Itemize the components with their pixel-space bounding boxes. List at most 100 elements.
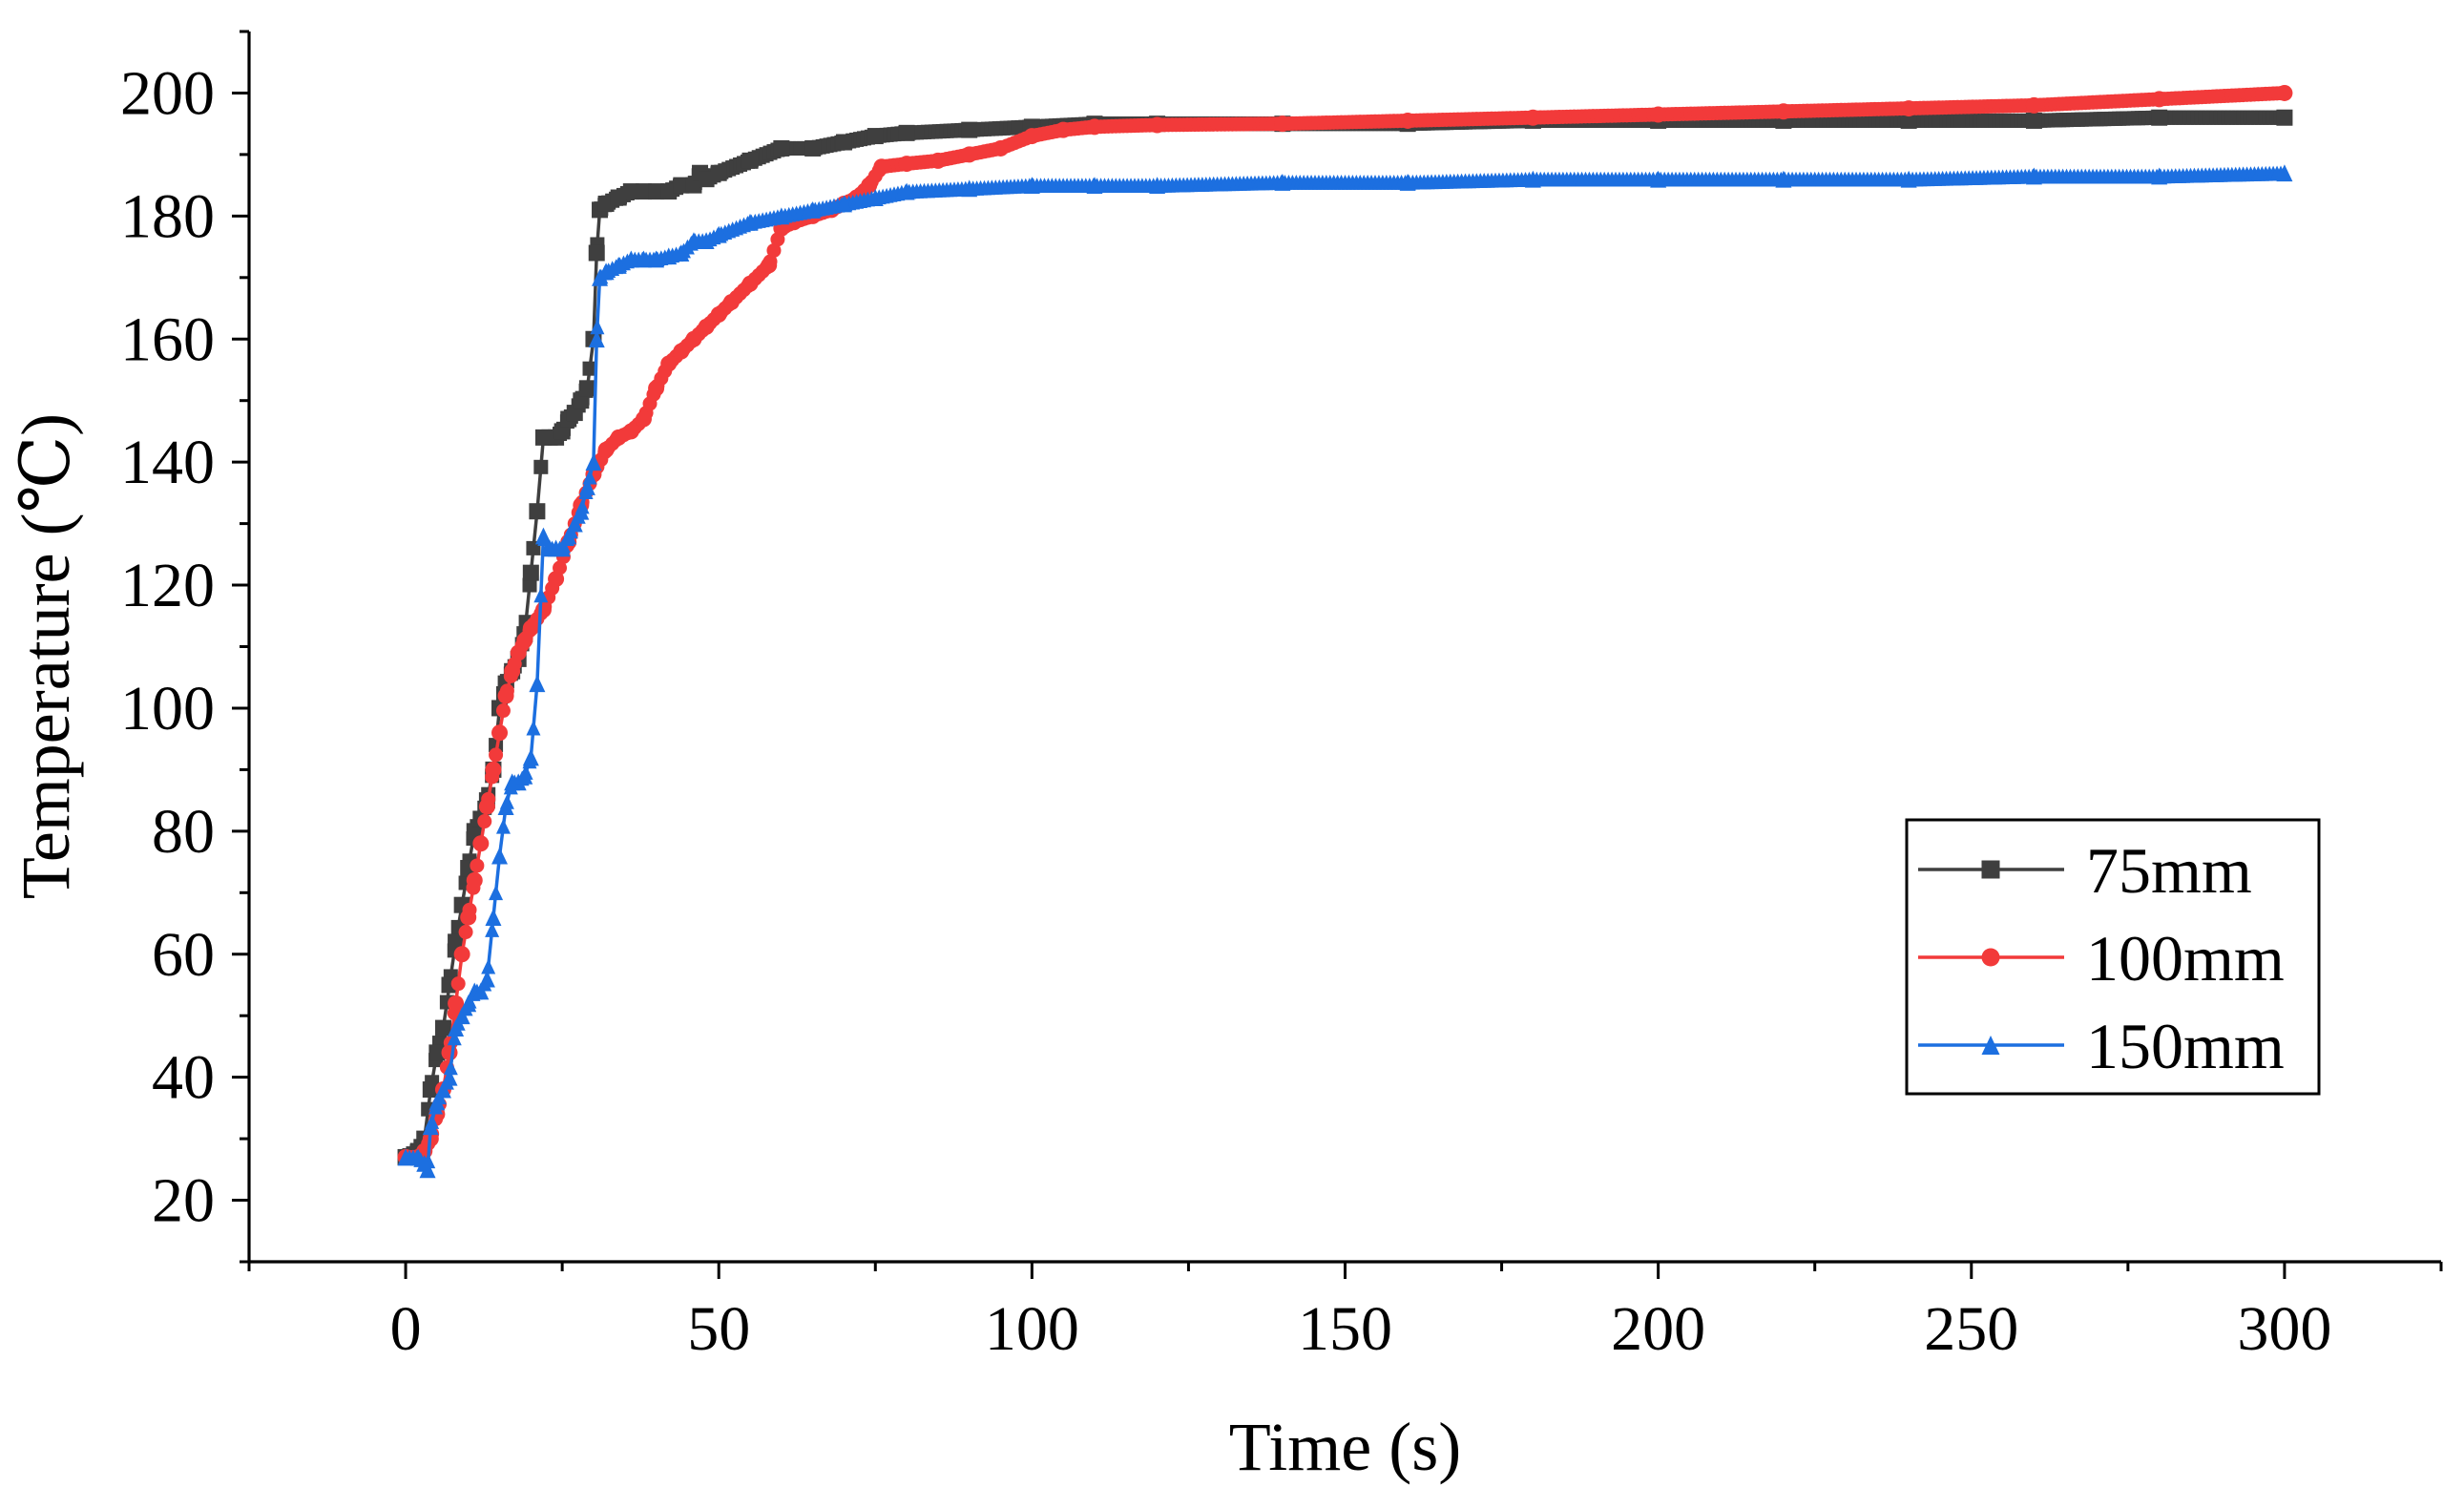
data-point <box>898 124 915 141</box>
data-point <box>1149 177 1166 195</box>
data-point <box>448 933 465 951</box>
data-point <box>534 601 552 618</box>
data-point <box>2276 84 2293 101</box>
legend-label: 150mm <box>2086 1010 2285 1082</box>
data-point <box>566 514 583 533</box>
data-point <box>1399 173 1416 191</box>
legend-label: 100mm <box>2086 922 2285 995</box>
y-tick-label: 120 <box>120 551 215 620</box>
data-point <box>698 171 715 188</box>
data-point <box>522 748 539 766</box>
legend-marker <box>1981 1036 2000 1055</box>
data-point <box>448 1019 465 1037</box>
data-point <box>590 319 605 335</box>
data-point <box>422 1081 439 1099</box>
data-point <box>722 294 740 311</box>
data-point <box>450 976 466 992</box>
data-point <box>835 134 852 151</box>
data-point <box>529 675 546 693</box>
data-point <box>961 179 978 198</box>
data-point <box>1399 112 1416 129</box>
data-point <box>495 818 511 834</box>
data-point <box>1900 112 1917 129</box>
legend-marker <box>1981 948 2000 967</box>
series-layer <box>397 84 2293 1179</box>
data-point <box>1023 177 1040 195</box>
data-point <box>529 503 546 520</box>
data-point <box>685 177 702 194</box>
data-point <box>434 1019 451 1037</box>
data-point <box>489 747 504 763</box>
data-point <box>622 183 639 200</box>
data-point <box>1274 115 1291 133</box>
data-point <box>673 177 690 194</box>
data-point <box>1055 121 1072 138</box>
data-point <box>443 1059 458 1076</box>
data-point <box>761 257 778 274</box>
data-point <box>635 250 652 268</box>
data-point <box>516 766 533 785</box>
data-point <box>560 527 577 545</box>
data-point <box>597 441 615 458</box>
legend-entries: 75mm 100mm 150mm <box>1918 834 2285 1082</box>
data-point <box>460 995 477 1013</box>
y-tick-label: 80 <box>152 797 215 867</box>
data-point <box>441 1044 458 1061</box>
data-point <box>2025 112 2042 129</box>
data-point <box>453 1007 470 1025</box>
data-point <box>441 1068 458 1086</box>
data-point <box>804 139 822 157</box>
data-point <box>447 1030 462 1046</box>
data-point <box>673 244 690 262</box>
data-point <box>477 814 492 829</box>
data-point <box>1650 106 1667 123</box>
data-point <box>1775 103 1792 120</box>
data-point <box>648 380 665 397</box>
data-point <box>898 156 915 173</box>
data-point <box>1775 170 1792 188</box>
data-point <box>1086 177 1103 195</box>
data-point <box>516 632 533 649</box>
data-point <box>1524 170 1541 188</box>
data-point <box>478 798 495 815</box>
data-point <box>573 392 590 409</box>
data-point <box>710 305 727 323</box>
data-point <box>622 250 639 268</box>
series-150mm <box>397 164 2293 1179</box>
data-point <box>485 909 502 927</box>
data-point <box>448 995 465 1012</box>
data-point <box>635 183 652 200</box>
data-point <box>497 687 514 704</box>
data-point <box>466 871 483 889</box>
data-point <box>2276 109 2293 126</box>
legend-label: 75mm <box>2086 834 2252 907</box>
data-point <box>710 164 727 181</box>
x-axis-label: Time (s) <box>1229 1409 1461 1485</box>
data-point <box>648 250 665 268</box>
y-tick-label: 180 <box>120 181 215 251</box>
data-point <box>573 502 590 520</box>
x-tick-label: 250 <box>1924 1294 2018 1364</box>
y-tick-label: 100 <box>120 674 215 744</box>
data-point <box>534 527 552 545</box>
data-point <box>522 577 537 593</box>
data-point <box>481 958 496 974</box>
data-point <box>1023 128 1040 145</box>
data-point <box>485 761 502 778</box>
data-point <box>2151 109 2168 126</box>
data-point <box>673 343 690 360</box>
y-tick-label: 20 <box>152 1166 215 1236</box>
data-point <box>2025 167 2042 185</box>
data-point <box>453 946 470 963</box>
data-point <box>873 158 890 176</box>
data-point <box>867 189 884 206</box>
data-point <box>597 195 615 212</box>
data-point <box>478 970 495 988</box>
data-point <box>804 200 822 219</box>
data-point <box>898 182 915 200</box>
data-point <box>610 189 627 206</box>
data-point <box>422 1118 439 1136</box>
data-point <box>526 540 541 555</box>
data-point <box>2151 167 2168 185</box>
legend-marker <box>1981 860 2000 879</box>
